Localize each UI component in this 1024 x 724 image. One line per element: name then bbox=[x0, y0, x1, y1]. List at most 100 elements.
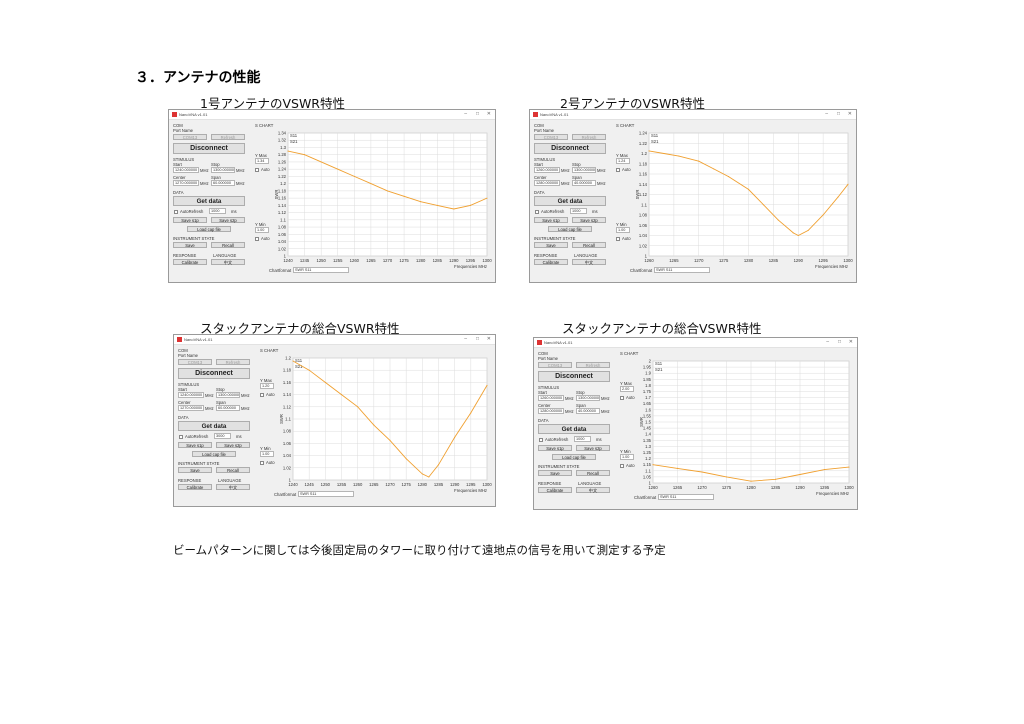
calibrate-button[interactable]: Calibrate bbox=[534, 259, 568, 265]
stop-field[interactable]: 1300.000000 bbox=[576, 395, 600, 401]
close-icon[interactable]: ✕ bbox=[847, 111, 852, 117]
save-state-button[interactable]: Save bbox=[538, 470, 572, 476]
get-data-button[interactable]: Get data bbox=[538, 424, 610, 434]
refresh-interval-field[interactable]: 3000 bbox=[214, 433, 231, 439]
ymax-auto-checkbox[interactable] bbox=[616, 168, 620, 172]
save-s2p-button[interactable]: Save s2p bbox=[576, 445, 610, 451]
calibrate-button[interactable]: Calibrate bbox=[538, 487, 572, 493]
com-port-select[interactable]: COM13 bbox=[534, 134, 568, 140]
span-field[interactable]: 60.000000 bbox=[211, 180, 235, 186]
close-icon[interactable]: ✕ bbox=[848, 339, 853, 345]
start-field[interactable]: 1240.000000 bbox=[173, 167, 199, 173]
save-s2p-button[interactable]: Save s2p bbox=[211, 217, 245, 223]
recall-button[interactable]: Recall bbox=[211, 242, 245, 248]
autorefresh-checkbox[interactable] bbox=[174, 210, 178, 214]
language-select[interactable]: 中文 bbox=[572, 259, 606, 265]
save-s1p-button[interactable]: Save s1p bbox=[538, 445, 572, 451]
span-field[interactable]: 40.000000 bbox=[576, 408, 600, 414]
center-field[interactable]: 1270.000000 bbox=[173, 180, 199, 186]
minimize-icon[interactable]: – bbox=[464, 336, 467, 342]
start-field[interactable]: 1240.000000 bbox=[178, 392, 204, 398]
ymin-auto-checkbox[interactable] bbox=[255, 237, 259, 241]
span-field[interactable]: 60.000000 bbox=[216, 405, 240, 411]
close-icon[interactable]: ✕ bbox=[486, 336, 491, 342]
ymax-field[interactable]: 1.20 bbox=[260, 383, 274, 389]
save-s2p-button[interactable]: Save s2p bbox=[572, 217, 606, 223]
ymin-field[interactable]: 1.00 bbox=[620, 454, 634, 460]
ymax-field[interactable]: 2.00 bbox=[620, 386, 634, 392]
stop-field[interactable]: 1300.000000 bbox=[216, 392, 240, 398]
ymax-auto-checkbox[interactable] bbox=[260, 393, 264, 397]
stop-field[interactable]: 1300.000000 bbox=[572, 167, 596, 173]
save-s2p-button[interactable]: Save s2p bbox=[216, 442, 250, 448]
center-field[interactable]: 1270.000000 bbox=[178, 405, 204, 411]
load-cap-button[interactable]: Load cap file bbox=[187, 226, 231, 232]
ymin-auto-checkbox[interactable] bbox=[260, 461, 264, 465]
get-data-button[interactable]: Get data bbox=[534, 196, 606, 206]
refresh-interval-field[interactable]: 1000 bbox=[570, 208, 587, 214]
maximize-icon[interactable]: □ bbox=[837, 339, 841, 345]
maximize-icon[interactable]: □ bbox=[836, 111, 840, 117]
language-select[interactable]: 中文 bbox=[216, 484, 250, 490]
stop-field[interactable]: 1300.000000 bbox=[211, 167, 235, 173]
save-s1p-button[interactable]: Save s1p bbox=[178, 442, 212, 448]
save-state-button[interactable]: Save bbox=[534, 242, 568, 248]
load-cap-button[interactable]: Load cap file bbox=[552, 454, 596, 460]
load-cap-button[interactable]: Load cap file bbox=[192, 451, 236, 457]
disconnect-button[interactable]: Disconnect bbox=[173, 143, 245, 154]
center-field[interactable]: 1280.000000 bbox=[534, 180, 560, 186]
ymax-auto-checkbox[interactable] bbox=[620, 396, 624, 400]
save-state-button[interactable]: Save bbox=[178, 467, 212, 473]
refresh-button[interactable]: Refresh bbox=[216, 359, 250, 365]
com-port-select[interactable]: COM13 bbox=[178, 359, 212, 365]
refresh-button[interactable]: Refresh bbox=[211, 134, 245, 140]
refresh-button[interactable]: Refresh bbox=[576, 362, 610, 368]
get-data-button[interactable]: Get data bbox=[178, 421, 250, 431]
minimize-icon[interactable]: – bbox=[464, 111, 467, 117]
minimize-icon[interactable]: – bbox=[826, 339, 829, 345]
ymin-field[interactable]: 1.00 bbox=[255, 227, 269, 233]
ymin-field[interactable]: 1.00 bbox=[260, 451, 274, 457]
close-icon[interactable]: ✕ bbox=[486, 111, 491, 117]
recall-button[interactable]: Recall bbox=[572, 242, 606, 248]
refresh-button[interactable]: Refresh bbox=[572, 134, 606, 140]
maximize-icon[interactable]: □ bbox=[475, 111, 479, 117]
load-cap-button[interactable]: Load cap file bbox=[548, 226, 592, 232]
disconnect-button[interactable]: Disconnect bbox=[538, 371, 610, 382]
chartformat-select[interactable]: SWR S11 bbox=[658, 494, 714, 500]
com-port-select[interactable]: COM13 bbox=[173, 134, 207, 140]
start-field[interactable]: 1260.000000 bbox=[534, 167, 560, 173]
disconnect-button[interactable]: Disconnect bbox=[178, 368, 250, 379]
maximize-icon[interactable]: □ bbox=[475, 336, 479, 342]
ymax-field[interactable]: 1.34 bbox=[255, 158, 269, 164]
language-select[interactable]: 中文 bbox=[211, 259, 245, 265]
center-field[interactable]: 1280.000000 bbox=[538, 408, 564, 414]
refresh-interval-field[interactable]: 1000 bbox=[574, 436, 591, 442]
autorefresh-checkbox[interactable] bbox=[179, 435, 183, 439]
language-select[interactable]: 中文 bbox=[576, 487, 610, 493]
disconnect-button[interactable]: Disconnect bbox=[534, 143, 606, 154]
autorefresh-checkbox[interactable] bbox=[535, 210, 539, 214]
chartformat-select[interactable]: SWR S11 bbox=[654, 267, 710, 273]
ymin-auto-checkbox[interactable] bbox=[616, 237, 620, 241]
recall-button[interactable]: Recall bbox=[216, 467, 250, 473]
autorefresh-checkbox[interactable] bbox=[539, 438, 543, 442]
ymax-field[interactable]: 1.24 bbox=[616, 158, 630, 164]
calibrate-button[interactable]: Calibrate bbox=[173, 259, 207, 265]
recall-button[interactable]: Recall bbox=[576, 470, 610, 476]
refresh-interval-field[interactable]: 1000 bbox=[209, 208, 226, 214]
save-state-button[interactable]: Save bbox=[173, 242, 207, 248]
span-field[interactable]: 40.000000 bbox=[572, 180, 596, 186]
save-s1p-button[interactable]: Save s1p bbox=[173, 217, 207, 223]
chartformat-select[interactable]: SWR S11 bbox=[298, 491, 354, 497]
minimize-icon[interactable]: – bbox=[825, 111, 828, 117]
ymax-auto-checkbox[interactable] bbox=[255, 168, 259, 172]
start-field[interactable]: 1260.000000 bbox=[538, 395, 564, 401]
calibrate-button[interactable]: Calibrate bbox=[178, 484, 212, 490]
ymin-field[interactable]: 1.00 bbox=[616, 227, 630, 233]
save-s1p-button[interactable]: Save s1p bbox=[534, 217, 568, 223]
ymin-auto-checkbox[interactable] bbox=[620, 464, 624, 468]
com-port-select[interactable]: COM13 bbox=[538, 362, 572, 368]
chartformat-select[interactable]: SWR S11 bbox=[293, 267, 349, 273]
get-data-button[interactable]: Get data bbox=[173, 196, 245, 206]
